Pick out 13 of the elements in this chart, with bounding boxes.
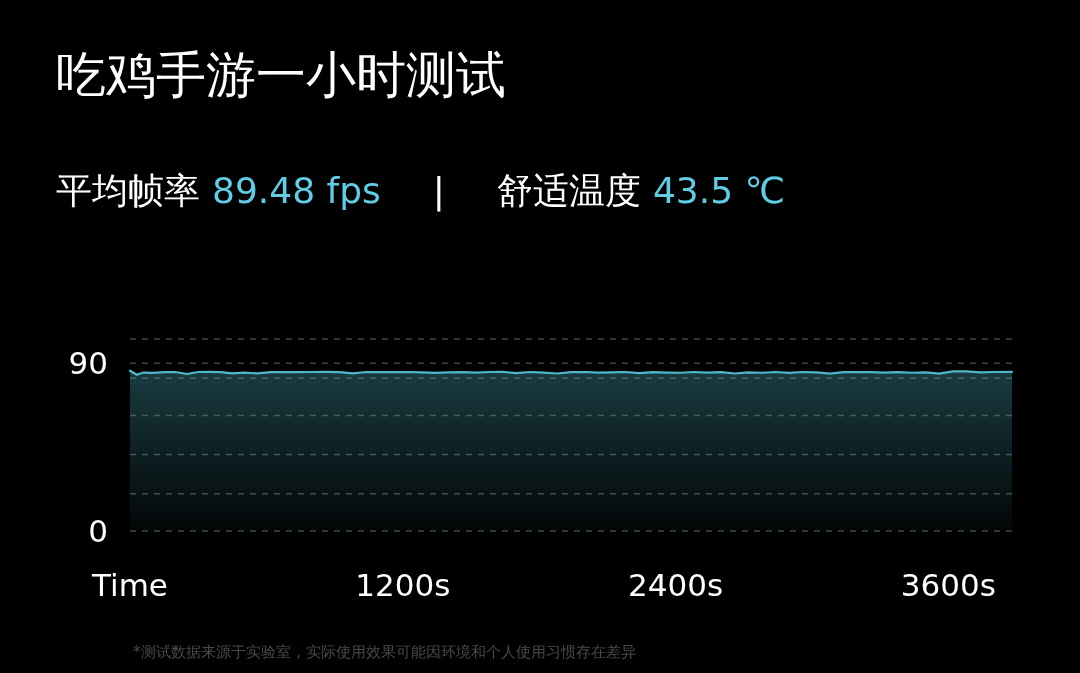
x-tick-label: 2400s — [628, 567, 724, 603]
x-tick-label: 1200s — [355, 567, 451, 603]
chart-title: 吃鸡手游一小时测试 — [56, 46, 506, 104]
text: | — [432, 170, 445, 212]
text: 89.48 fps — [212, 170, 381, 211]
x-tick-label: 3600s — [900, 567, 996, 603]
text: 舒适温度 — [496, 170, 641, 211]
y-tick-label: 90 — [68, 345, 108, 382]
text: 平均帧率 — [56, 170, 200, 211]
text: *测试数据来源于实验室，实际使用效果可能因环境和个人使用习惯存在差异 — [133, 643, 636, 661]
text: 43.5 ℃ — [652, 170, 785, 211]
x-tick-label: Time — [91, 567, 168, 603]
y-tick-label: 0 — [88, 513, 108, 549]
